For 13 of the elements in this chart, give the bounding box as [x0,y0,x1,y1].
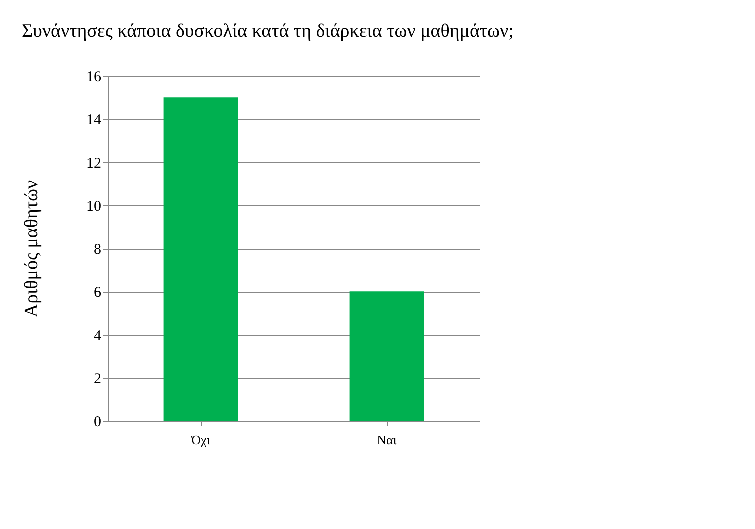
y-tick-label: 12 [86,156,102,172]
y-tick-label: 0 [94,414,102,430]
y-tick-label: 14 [86,112,102,129]
y-tick-label: 16 [86,70,102,86]
chart-title: Συνάντησες κάποια δυσκολία κατά τη διάρκεια των μαθημάτων; [22,21,514,42]
y-tick-label: 6 [94,285,102,302]
y-tick-label: 10 [86,198,102,215]
y-tick-label: 8 [94,242,102,258]
y-tick-label: 4 [94,328,102,344]
y-tick-label: 2 [94,371,102,388]
y-axis-title: Αριθμός μαθητών [22,180,42,318]
x-tick-label: Όχι [190,432,211,448]
x-tick-label: Ναι [377,432,398,448]
